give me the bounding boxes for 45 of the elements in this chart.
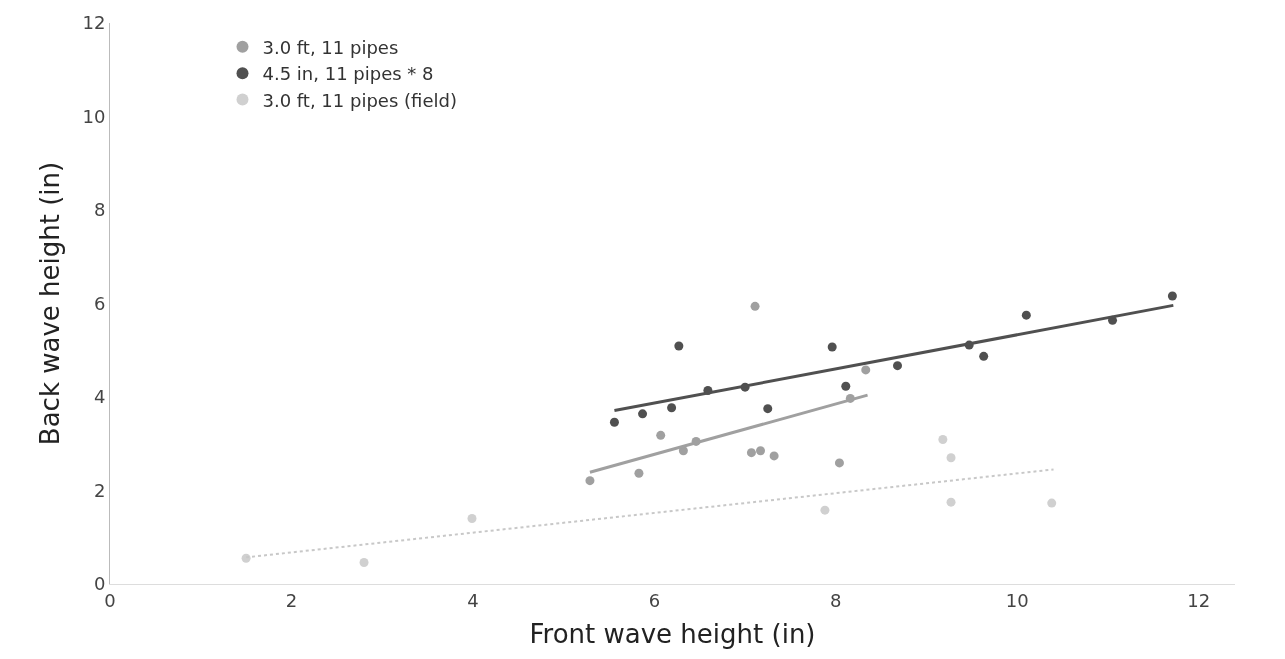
x-tick-label: 12 bbox=[1187, 589, 1211, 611]
point bbox=[841, 381, 851, 391]
point bbox=[834, 458, 844, 468]
point bbox=[946, 497, 956, 507]
point bbox=[1047, 498, 1057, 508]
point bbox=[769, 451, 779, 461]
y-axis-title: Back wave height (in) bbox=[34, 161, 65, 446]
point bbox=[667, 403, 677, 413]
legend-label: 4.5 in, 11 pipes * 8 bbox=[262, 63, 434, 85]
y-tick-label: 6 bbox=[93, 292, 106, 314]
point bbox=[609, 417, 619, 427]
point bbox=[467, 514, 477, 524]
point bbox=[585, 476, 595, 486]
point bbox=[946, 453, 956, 463]
point bbox=[820, 505, 830, 515]
y-tick-label: 0 bbox=[93, 573, 106, 595]
point bbox=[763, 404, 773, 414]
y-tick-label: 4 bbox=[93, 386, 106, 408]
y-tick-label: 8 bbox=[93, 199, 106, 221]
point bbox=[938, 435, 948, 445]
point bbox=[979, 351, 989, 361]
point bbox=[827, 342, 837, 352]
point bbox=[893, 361, 902, 371]
y-tick-label: 12 bbox=[82, 12, 106, 34]
point bbox=[359, 558, 369, 567]
point bbox=[861, 365, 871, 375]
x-tick-label: 2 bbox=[285, 589, 298, 611]
x-tick-label: 10 bbox=[1005, 589, 1029, 611]
y-tick-label: 2 bbox=[93, 479, 106, 501]
point bbox=[656, 430, 666, 440]
x-tick-label: 6 bbox=[648, 589, 661, 611]
point bbox=[634, 468, 644, 478]
point bbox=[638, 409, 648, 419]
x-tick-label: 4 bbox=[467, 589, 479, 611]
x-tick-label: 8 bbox=[830, 589, 842, 611]
legend-label: 3.0 ft, 11 pipes bbox=[262, 36, 399, 58]
point bbox=[746, 448, 756, 458]
y-tick-label: 10 bbox=[82, 105, 106, 127]
point bbox=[1167, 291, 1177, 301]
point bbox=[674, 341, 684, 351]
point bbox=[1021, 310, 1031, 320]
legend-label: 3.0 ft, 11 pipes (field) bbox=[262, 89, 457, 111]
point bbox=[756, 446, 765, 456]
point bbox=[750, 301, 760, 311]
x-axis-title: Front wave height (in) bbox=[529, 619, 816, 650]
